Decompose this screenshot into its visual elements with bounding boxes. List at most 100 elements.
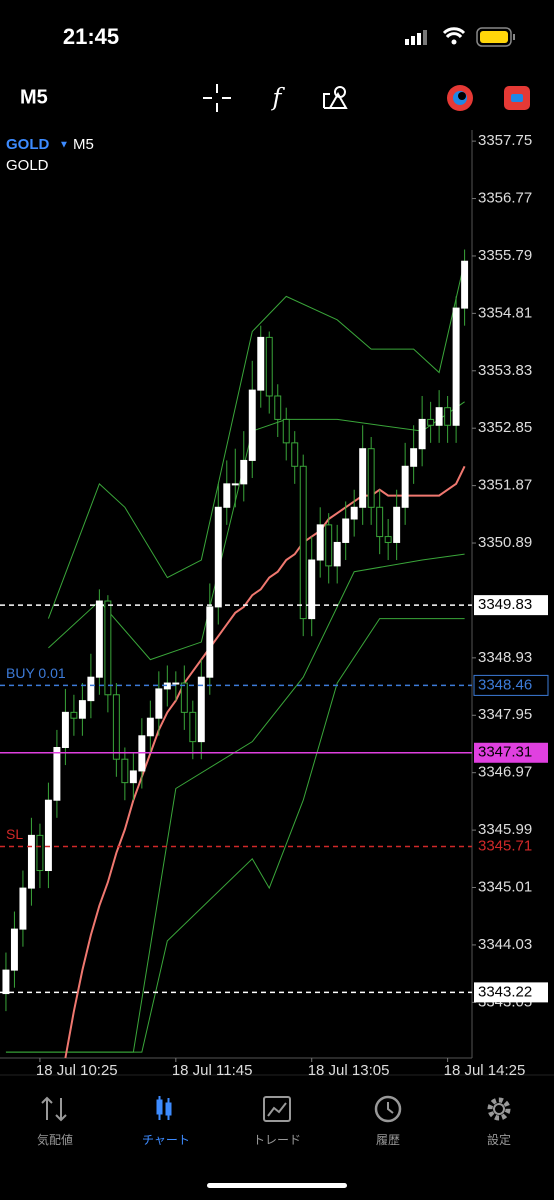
candle-body <box>333 541 341 567</box>
tab-label: 履歴 <box>376 1133 400 1147</box>
candle-body <box>418 418 426 450</box>
candle-body <box>214 506 222 608</box>
candle-body <box>78 700 86 719</box>
candle-body <box>350 506 358 520</box>
candle-body <box>189 711 197 743</box>
chart-subtitle: GOLD <box>6 157 49 174</box>
candle-body <box>427 418 435 426</box>
candle-body <box>70 711 78 719</box>
bollinger-band <box>5 618 465 1053</box>
tab-label: 気配値 <box>37 1132 73 1147</box>
level-label: BUY 0.01 <box>6 665 66 681</box>
candle-body <box>291 442 299 467</box>
tab[interactable] <box>263 1096 291 1122</box>
tab[interactable] <box>41 1096 67 1122</box>
candle-body <box>197 676 205 743</box>
trade-button[interactable] <box>504 86 530 110</box>
candle-body <box>461 260 469 309</box>
tab-bar: 気配値 チャート トレード 履歴 設定 <box>37 1095 511 1147</box>
candle-body <box>146 717 154 737</box>
candle-body <box>2 969 10 995</box>
plot-area <box>0 249 472 1059</box>
y-tick-label: 3344.03 <box>478 936 532 953</box>
candle-body <box>325 524 333 567</box>
y-tick-label: 3347.95 <box>478 706 532 723</box>
candle-body <box>129 770 137 784</box>
y-tick-label: 3357.75 <box>478 132 532 149</box>
y-tick-label: 3354.81 <box>478 304 532 321</box>
y-tick-label: 3355.79 <box>478 247 532 264</box>
candle-body <box>36 834 44 872</box>
level-price: 3348.46 <box>478 676 532 693</box>
y-tick-label: 3350.89 <box>478 534 532 551</box>
level-price: 3349.83 <box>478 596 532 613</box>
candle-body <box>172 682 180 685</box>
candle-body <box>367 448 375 508</box>
tab[interactable] <box>156 1096 172 1120</box>
candle-body <box>44 799 52 872</box>
candle-body <box>282 418 290 444</box>
tab-label: チャート <box>142 1133 190 1147</box>
bollinger-band <box>47 261 466 619</box>
candle-body <box>19 887 27 930</box>
chart-timeframe: M5 <box>73 136 94 153</box>
tab-label: 設定 <box>487 1132 511 1147</box>
candle-body <box>95 600 103 678</box>
candle-body <box>308 559 316 620</box>
crosshair-button[interactable] <box>203 84 231 112</box>
candle-body <box>121 758 129 784</box>
candle-body <box>231 483 239 486</box>
tab[interactable] <box>374 1095 402 1123</box>
candle-body <box>393 506 401 543</box>
level-price: 3347.31 <box>478 744 532 761</box>
home-indicator <box>207 1183 347 1188</box>
candle-body <box>401 465 409 508</box>
candle-body <box>444 407 452 426</box>
candle-body <box>257 336 265 391</box>
candle-body <box>410 448 418 467</box>
account-button[interactable] <box>447 85 473 111</box>
level-box <box>474 595 548 616</box>
bollinger-band <box>5 553 465 1053</box>
candle-body <box>206 606 214 678</box>
x-tick-label: 18 Jul 11:45 <box>172 1062 253 1079</box>
timeframe-button[interactable]: M5 <box>20 86 48 108</box>
x-tick-label: 18 Jul 14:25 <box>444 1062 526 1079</box>
candle-body <box>27 834 35 889</box>
symbol[interactable]: GOLD <box>6 136 49 153</box>
candle-body <box>87 676 95 702</box>
level-box <box>473 674 549 696</box>
candle-body <box>435 407 443 426</box>
candle-body <box>53 746 61 801</box>
symbol-dropdown[interactable]: ▼ <box>59 140 69 151</box>
candle-body <box>248 389 256 461</box>
candle-body <box>316 524 324 561</box>
level-price: 3345.71 <box>478 837 532 854</box>
y-tick-label: 3346.97 <box>478 764 532 781</box>
objects-button[interactable] <box>323 86 348 109</box>
y-tick-label: 3352.85 <box>478 419 532 436</box>
x-tick-label: 18 Jul 10:25 <box>36 1062 118 1079</box>
y-tick-label: 3348.93 <box>478 649 532 666</box>
tab[interactable] <box>487 1097 511 1121</box>
candle-body <box>112 694 120 760</box>
candle-body <box>223 483 231 508</box>
candle-body <box>265 336 273 397</box>
level-label: SL <box>6 826 23 842</box>
candle-body <box>61 711 69 748</box>
tab-label: トレード <box>253 1133 301 1147</box>
candle-body <box>104 600 112 696</box>
candle-body <box>180 682 188 713</box>
candle-body <box>384 536 392 543</box>
y-tick-label: 3351.87 <box>478 477 532 494</box>
x-tick-label: 18 Jul 13:05 <box>308 1062 390 1079</box>
candle-body <box>274 395 282 420</box>
candle-body <box>342 518 350 543</box>
level-price: 3343.22 <box>478 983 532 1000</box>
level-box <box>474 742 548 763</box>
candle-body <box>240 459 248 485</box>
moving-average <box>64 465 466 1059</box>
